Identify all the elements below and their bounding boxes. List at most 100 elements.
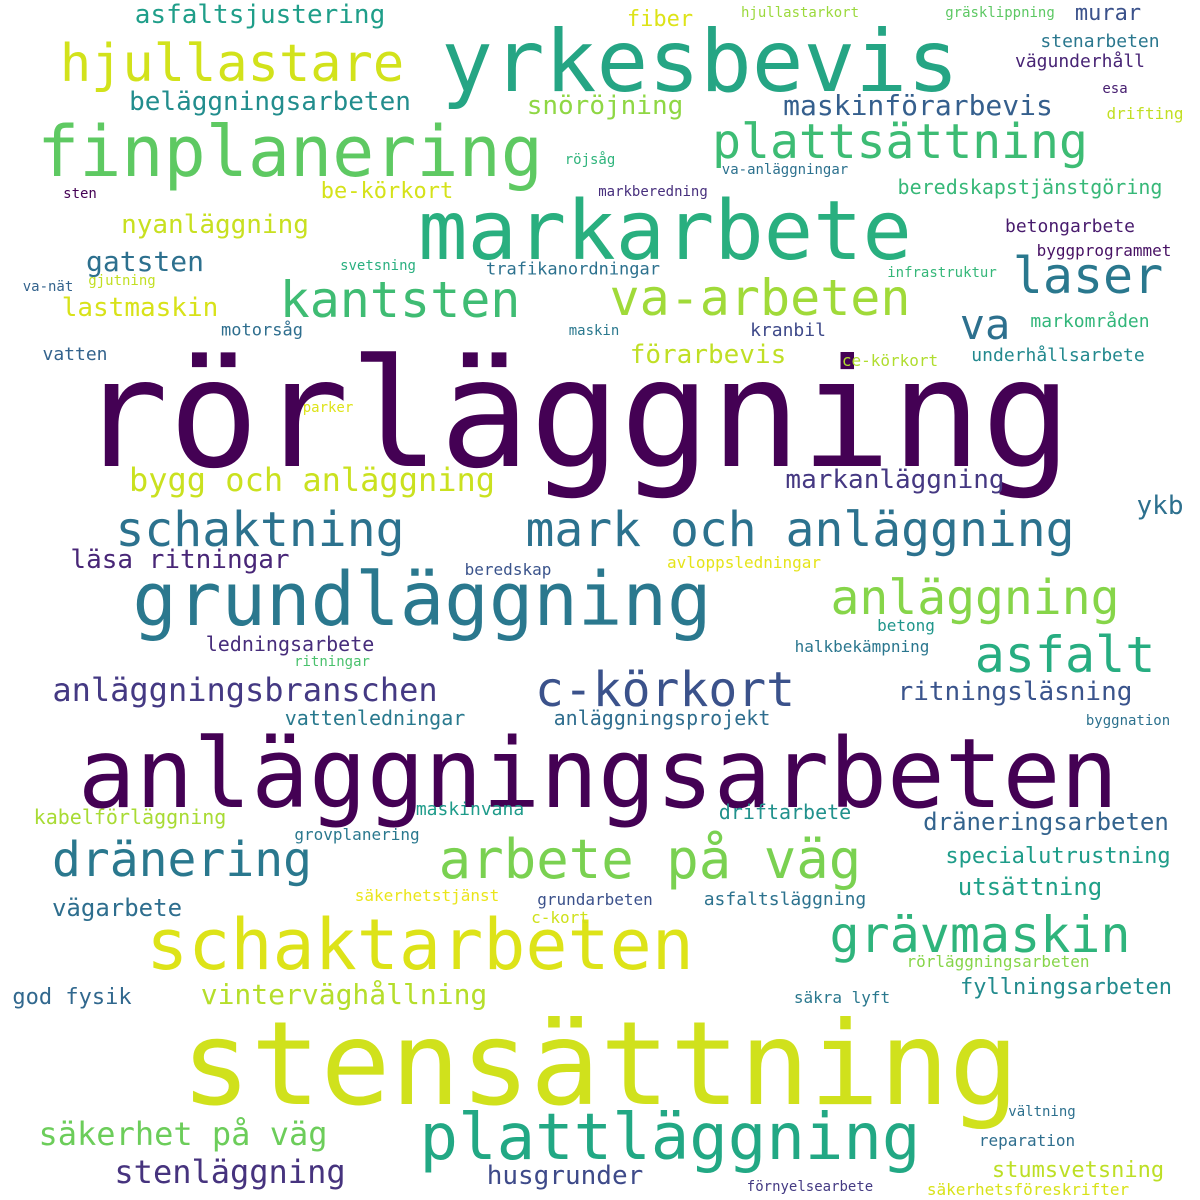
word-hjullastarkort: hjullastarkort [740,5,860,21]
word-rorlaggningsarbeten: rörläggningsarbeten [906,952,1090,971]
word-fyllningsarbeten: fyllningsarbeten [960,975,1172,1000]
word-stensattning: stensättning [180,997,1020,1132]
word-yrkesbevis: yrkesbevis [441,12,959,112]
word-halkbekampning: halkbekämpning [794,637,930,656]
word-maskin: maskin [568,323,620,339]
word-beredskap: beredskap [464,560,552,579]
word-stumsvetsning: stumsvetsning [991,1158,1165,1183]
word-byggnation: byggnation [1085,713,1171,729]
word-markomraden: markområden [1030,311,1150,332]
word-rojsag: röjsåg [564,152,616,168]
word-betongarbete: betongarbete [1004,216,1136,237]
word-asfaltslaggning: asfaltsläggning [703,889,867,910]
word-c-kort: c-kort [531,908,589,927]
word-kranbil: kranbil [750,320,826,341]
word-god-fysik: god fysik [12,985,132,1010]
word-asfalt: asfalt [974,626,1156,684]
word-sakra-lyft: säkra lyft [793,988,891,1007]
word-driftarbete: driftarbete [718,800,852,824]
word-kabelforlaggning: kabelförläggning [33,805,227,829]
word-schaktning: schaktning [115,502,405,558]
word-husgrunder: husgrunder [486,1161,644,1191]
word-draneringsarbeten: dräneringsarbeten [923,808,1169,836]
word-anlaggning: anläggning [830,570,1120,626]
word-beredskapstjanstgoring: beredskapstjänstgöring [897,175,1163,199]
word-infrastruktur: infrastruktur [887,265,997,281]
word-underhallsarbete: underhållsarbete [971,345,1145,366]
word-finplanering: finplanering [37,111,543,193]
word-sakerhetstjanst: säkerhetstjänst [354,886,500,905]
word-stenarbeten: stenarbeten [1040,31,1160,52]
word-vatten: vatten [42,344,108,365]
word-bygg-och-anlaggning: bygg och anläggning [128,461,496,499]
word-lastmaskin: lastmaskin [61,293,219,323]
word-va-arbeten: va-arbeten [609,269,911,327]
word-rorlaggning: rörläggning [78,328,1072,502]
word-be-korkort: be-körkort [320,179,454,204]
word-nyanlaggning: nyanläggning [121,210,309,240]
word-c-korkort: c-körkort [534,662,796,718]
word-anlaggningsbranschen: anläggningsbranschen [52,671,438,709]
word-mark-och-anlaggning: mark och anläggning [525,502,1075,558]
word-asfaltsjustering: asfaltsjustering [134,0,386,30]
word-sakerhetsforeskrifter: säkerhetsföreskrifter [926,1180,1130,1199]
word-anlaggningsarbeten: anläggningsarbeten [77,718,1119,830]
word-hjullastare: hjullastare [59,34,405,94]
word-gatsten: gatsten [85,245,205,278]
word-sten: sten [63,186,97,202]
word-betong: betong [877,616,935,635]
word-forarbevis: förarbevis [629,340,787,370]
word-byggprogrammet: byggprogrammet [1036,241,1172,260]
word-grasklippning: gräsklippning [945,5,1055,21]
word-specialutrustning: specialutrustning [945,844,1171,869]
word-svetsning: svetsning [340,258,416,274]
word-markberedning: markberedning [598,184,708,200]
word-arbete-pa-vag: arbete på väg [438,828,862,891]
word-markarbete: markarbete [418,184,912,279]
word-va: va [959,300,1011,349]
word-vattenledningar: vattenledningar [284,706,466,730]
word-belaggningsarbeten: beläggningsarbeten [129,87,411,117]
word-va-anlaggningar: va-anläggningar [721,162,849,178]
word-trafikanordningar: trafikanordningar [486,259,660,280]
word-laser: laser [1012,247,1164,305]
word-vagarbete: vägarbete [51,894,183,922]
word-gravmaskin: grävmaskin [829,906,1131,964]
word-utsattning: utsättning [957,873,1103,901]
word-va-nat: va-nät [22,279,74,295]
word-esa: esa [1102,81,1128,97]
word-sakerhet-pa-vag: säkerhet på väg [38,1115,328,1153]
word-murar: murar [1074,1,1142,26]
word-schaktarbeten: schaktarbeten [146,904,694,986]
word-fiber: fiber [626,7,694,32]
word-plattsattning: plattsättning [712,114,1088,170]
word-lasa-ritningar: läsa ritningar [70,545,290,575]
word-valtning: vältning [1008,1104,1076,1120]
word-snorojning: snöröjning [526,91,684,121]
word-plattlaggning: plattläggning [419,1101,921,1175]
word-vintervaghallning: vinterväghållning [200,978,488,1011]
word-avloppsledningar: avloppsledningar [666,553,822,572]
word-ledningsarbete: ledningsarbete [205,632,375,656]
word-reparation: reparation [978,1131,1076,1150]
word-ritningslasning: ritningsläsning [897,677,1133,707]
word-motorsag: motorsåg [221,320,303,341]
word-parker: parker [302,400,354,416]
word-ce-korkort: ce-körkort [841,351,939,370]
word-fornyelsearbete: förnyelsearbete [746,1179,874,1195]
word-ritningar: ritningar [294,654,370,670]
word-markanlaggning: markanläggning [785,465,1005,495]
word-dranering: dränering [51,832,313,888]
word-drifting: drifting [1106,104,1184,123]
word-grovplanering: grovplanering [294,825,420,844]
word-maskinvana: maskinvana [415,799,525,820]
word-kantsten: kantsten [279,271,521,329]
word-maskinforarbevis: maskinförarbevis [783,89,1053,122]
word-grundlaggning: grundläggning [132,557,712,643]
word-stenlaggning: stenläggning [114,1153,346,1191]
word-vagunderhall: vägunderhåll [1014,51,1146,72]
word-ykb: ykb [1136,491,1184,521]
word-anlaggningsprojekt: anläggningsprojekt [553,706,771,730]
word-gjutning: gjutning [88,273,156,289]
